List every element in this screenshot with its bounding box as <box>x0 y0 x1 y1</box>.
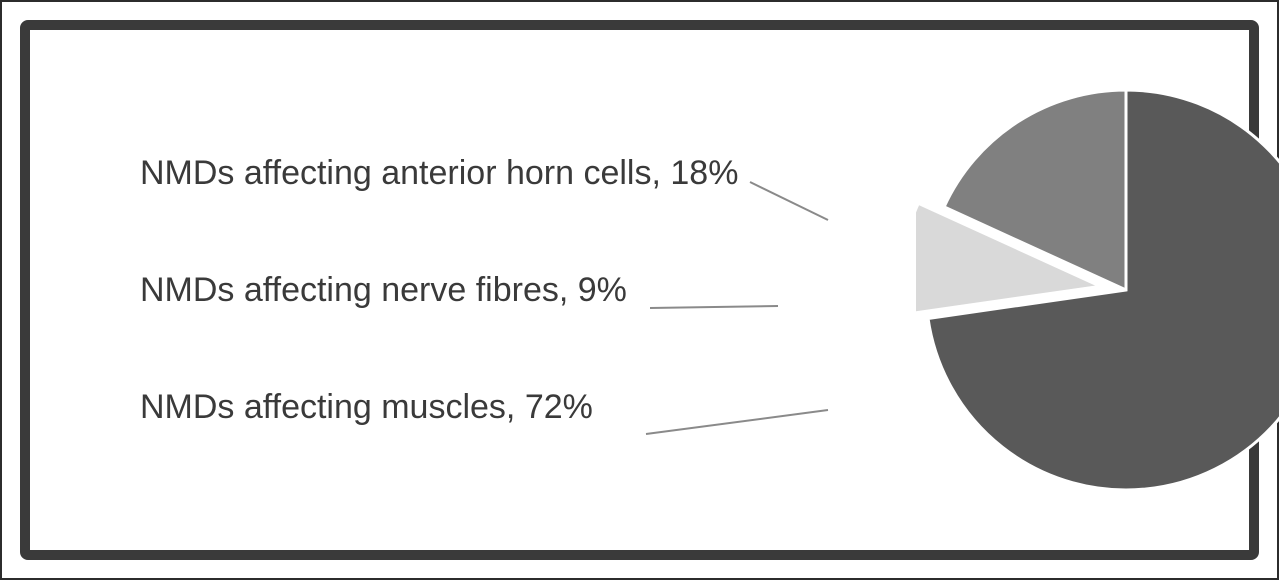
labels-column: NMDs affecting anterior horn cells, 18% … <box>30 154 916 427</box>
slice-label-0: NMDs affecting anterior horn cells, 18% <box>140 154 896 193</box>
chart-area: NMDs affecting anterior horn cells, 18% … <box>30 30 1249 550</box>
pie-chart <box>916 80 1279 500</box>
slice-label-1: NMDs affecting nerve fibres, 9% <box>140 271 896 310</box>
outer-frame: NMDs affecting anterior horn cells, 18% … <box>0 0 1279 580</box>
chart-frame: NMDs affecting anterior horn cells, 18% … <box>20 20 1259 560</box>
slice-label-2: NMDs affecting muscles, 72% <box>140 388 896 427</box>
pie-column <box>916 80 1279 500</box>
